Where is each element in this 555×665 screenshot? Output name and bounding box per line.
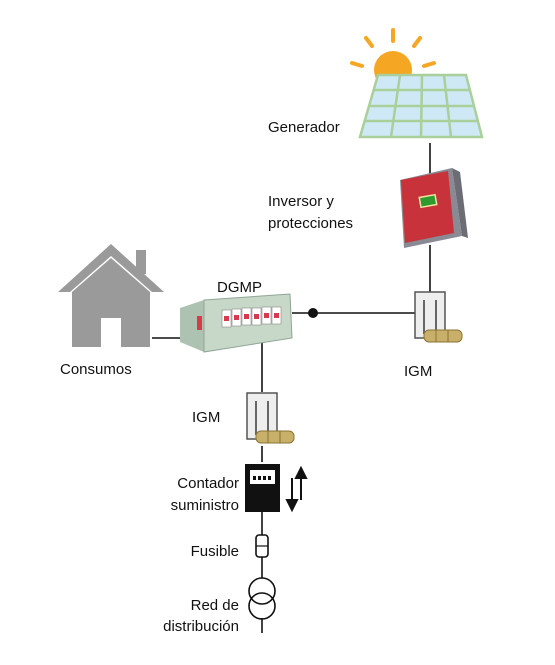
meter-label-line2: suministro: [170, 497, 239, 514]
consumption-label: Consumos: [60, 361, 132, 378]
switch-icon: [246, 392, 295, 444]
panel-label: DGMP: [217, 279, 262, 296]
bidirectional-arrows-icon: [285, 465, 308, 513]
inverter-label-line1: Inversor y: [268, 193, 334, 210]
generator-label: Generador: [268, 119, 340, 136]
meter-icon: [245, 464, 280, 512]
distribution-panel-icon: [180, 293, 293, 353]
grid-label-line1: Red de: [190, 597, 239, 614]
solar-panel-icon: [358, 73, 484, 139]
transformer-icon: [248, 577, 276, 620]
meter-label-line1: Contador: [177, 475, 239, 492]
switch-icon: [414, 291, 463, 343]
igm-bottom-label: IGM: [192, 409, 221, 426]
inverter-label-line2: protecciones: [268, 215, 354, 232]
inverter-icon: [400, 168, 468, 248]
junction-dot: [308, 308, 318, 318]
fuse-icon: [255, 534, 269, 558]
house-icon: [58, 244, 164, 347]
fuse-label: Fusible: [190, 543, 239, 560]
grid-label-line2: distribución: [163, 618, 239, 635]
igm-right-label: IGM: [404, 363, 433, 380]
